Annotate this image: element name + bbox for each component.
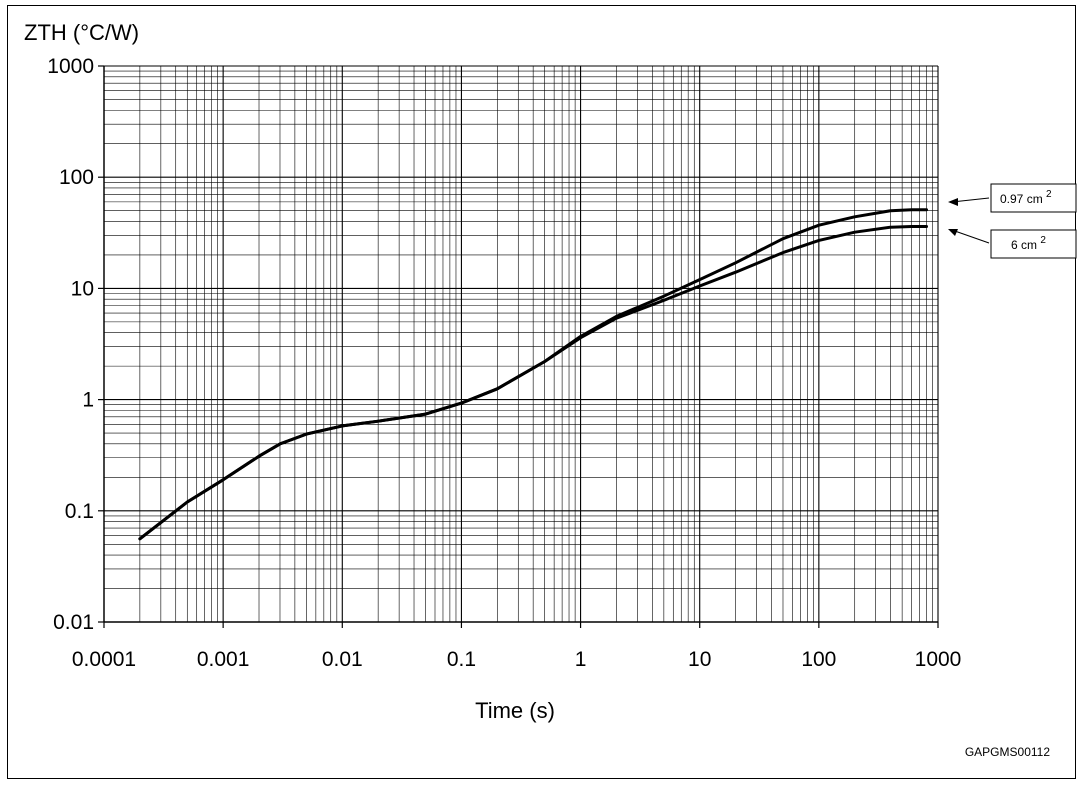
callout-box-6cm2: [990, 229, 1077, 259]
x-tick-label: 1000: [915, 648, 962, 671]
y-tick-label: 0.1: [65, 500, 94, 523]
y-tick-label: 0.01: [53, 611, 94, 634]
grid: [103, 65, 939, 623]
x-tick-label: 100: [801, 648, 836, 671]
callout-6cm2: 6 cm 2: [948, 229, 1077, 259]
x-tick-label: 0.0001: [72, 648, 136, 671]
y-axis-title: ZTH (°C/W): [24, 20, 139, 45]
callout-arrow-line-6cm2: [951, 229, 990, 244]
figure-frame: [7, 5, 1076, 779]
axes: [98, 65, 939, 628]
callout-label-0-97cm2: 0.97 cm 2: [1000, 189, 1052, 206]
figure-code: GAPGMS00112: [965, 745, 1050, 759]
callout-0-97cm2: 0.97 cm 2: [948, 183, 1077, 213]
callout-box-0-97cm2: [990, 183, 1077, 213]
x-tick-label: 1: [575, 648, 587, 671]
callout-arrow-line-0-97cm2: [951, 197, 990, 203]
x-tick-label: 10: [688, 648, 711, 671]
series-line-6cm2: [138, 225, 928, 541]
y-tick-label: 1000: [47, 55, 94, 78]
y-tick-label: 1: [82, 389, 94, 412]
arrow-head-icon: [948, 229, 958, 236]
callout-label-6cm2: 6 cm 2: [1011, 235, 1046, 252]
x-tick-label: 0.001: [197, 648, 250, 671]
y-tick-label: 10: [71, 277, 94, 300]
x-axis-title: Time (s): [475, 698, 555, 723]
x-tick-label: 0.1: [447, 648, 476, 671]
y-tick-label: 100: [59, 166, 94, 189]
arrow-head-icon: [948, 198, 958, 206]
x-tick-label: 0.01: [322, 648, 363, 671]
series-lines: [138, 208, 928, 541]
tick-labels: 0.01 0.1 1 10 100 1000 0.0001 0.001 0.01 0.1 1 10 10…: [47, 55, 961, 671]
